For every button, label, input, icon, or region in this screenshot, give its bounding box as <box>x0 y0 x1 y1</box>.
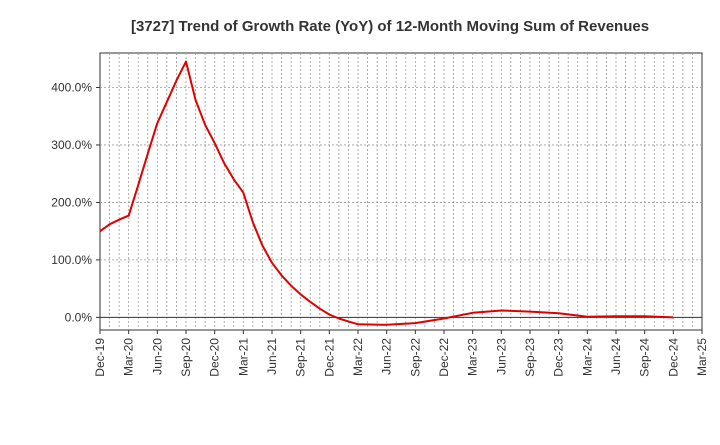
x-tick-label: Dec-23 <box>552 338 566 377</box>
x-tick-label: Jun-24 <box>609 338 623 375</box>
x-tick-label: Jun-20 <box>150 338 164 375</box>
grid-lines <box>100 53 702 330</box>
y-axis-ticks: 0.0% 100.0% 200.0% 300.0% 400.0% <box>51 80 100 324</box>
x-tick-label: Mar-22 <box>351 338 365 376</box>
y-tick-label: 0.0% <box>65 310 93 324</box>
y-tick-label: 200.0% <box>51 195 92 209</box>
y-tick-label: 300.0% <box>51 138 92 152</box>
x-tick-label: Dec-20 <box>208 338 222 377</box>
x-tick-label: Jun-23 <box>494 338 508 375</box>
x-tick-label: Mar-21 <box>236 338 250 376</box>
x-tick-label: Jun-21 <box>265 338 279 375</box>
x-tick-label: Mar-24 <box>580 338 594 376</box>
x-tick-label: Mar-25 <box>695 338 709 376</box>
series-line <box>99 60 674 326</box>
x-tick-label: Sep-22 <box>408 338 422 377</box>
x-tick-label: Dec-24 <box>666 338 680 377</box>
x-tick-label: Sep-24 <box>638 338 652 377</box>
y-tick-label: 100.0% <box>51 253 92 267</box>
x-tick-label: Dec-19 <box>93 338 107 377</box>
x-tick-label: Sep-23 <box>523 338 537 377</box>
x-axis-ticks: Dec-19 Mar-20 Jun-20 Sep-20 Dec-20 Mar-21 Jun-… <box>93 330 709 377</box>
x-tick-label: Mar-20 <box>122 338 136 376</box>
x-tick-label: Sep-21 <box>294 338 308 377</box>
x-tick-label: Jun-22 <box>380 338 394 375</box>
x-tick-label: Mar-23 <box>466 338 480 376</box>
x-tick-label: Sep-20 <box>179 338 193 377</box>
plot-area <box>99 52 703 331</box>
x-tick-label: Dec-22 <box>437 338 451 377</box>
x-tick-label: Dec-21 <box>322 338 336 377</box>
chart-title: [3727] Trend of Growth Rate (YoY) of 12-… <box>131 18 649 35</box>
y-tick-label: 400.0% <box>51 80 92 94</box>
series-layer <box>99 60 674 326</box>
